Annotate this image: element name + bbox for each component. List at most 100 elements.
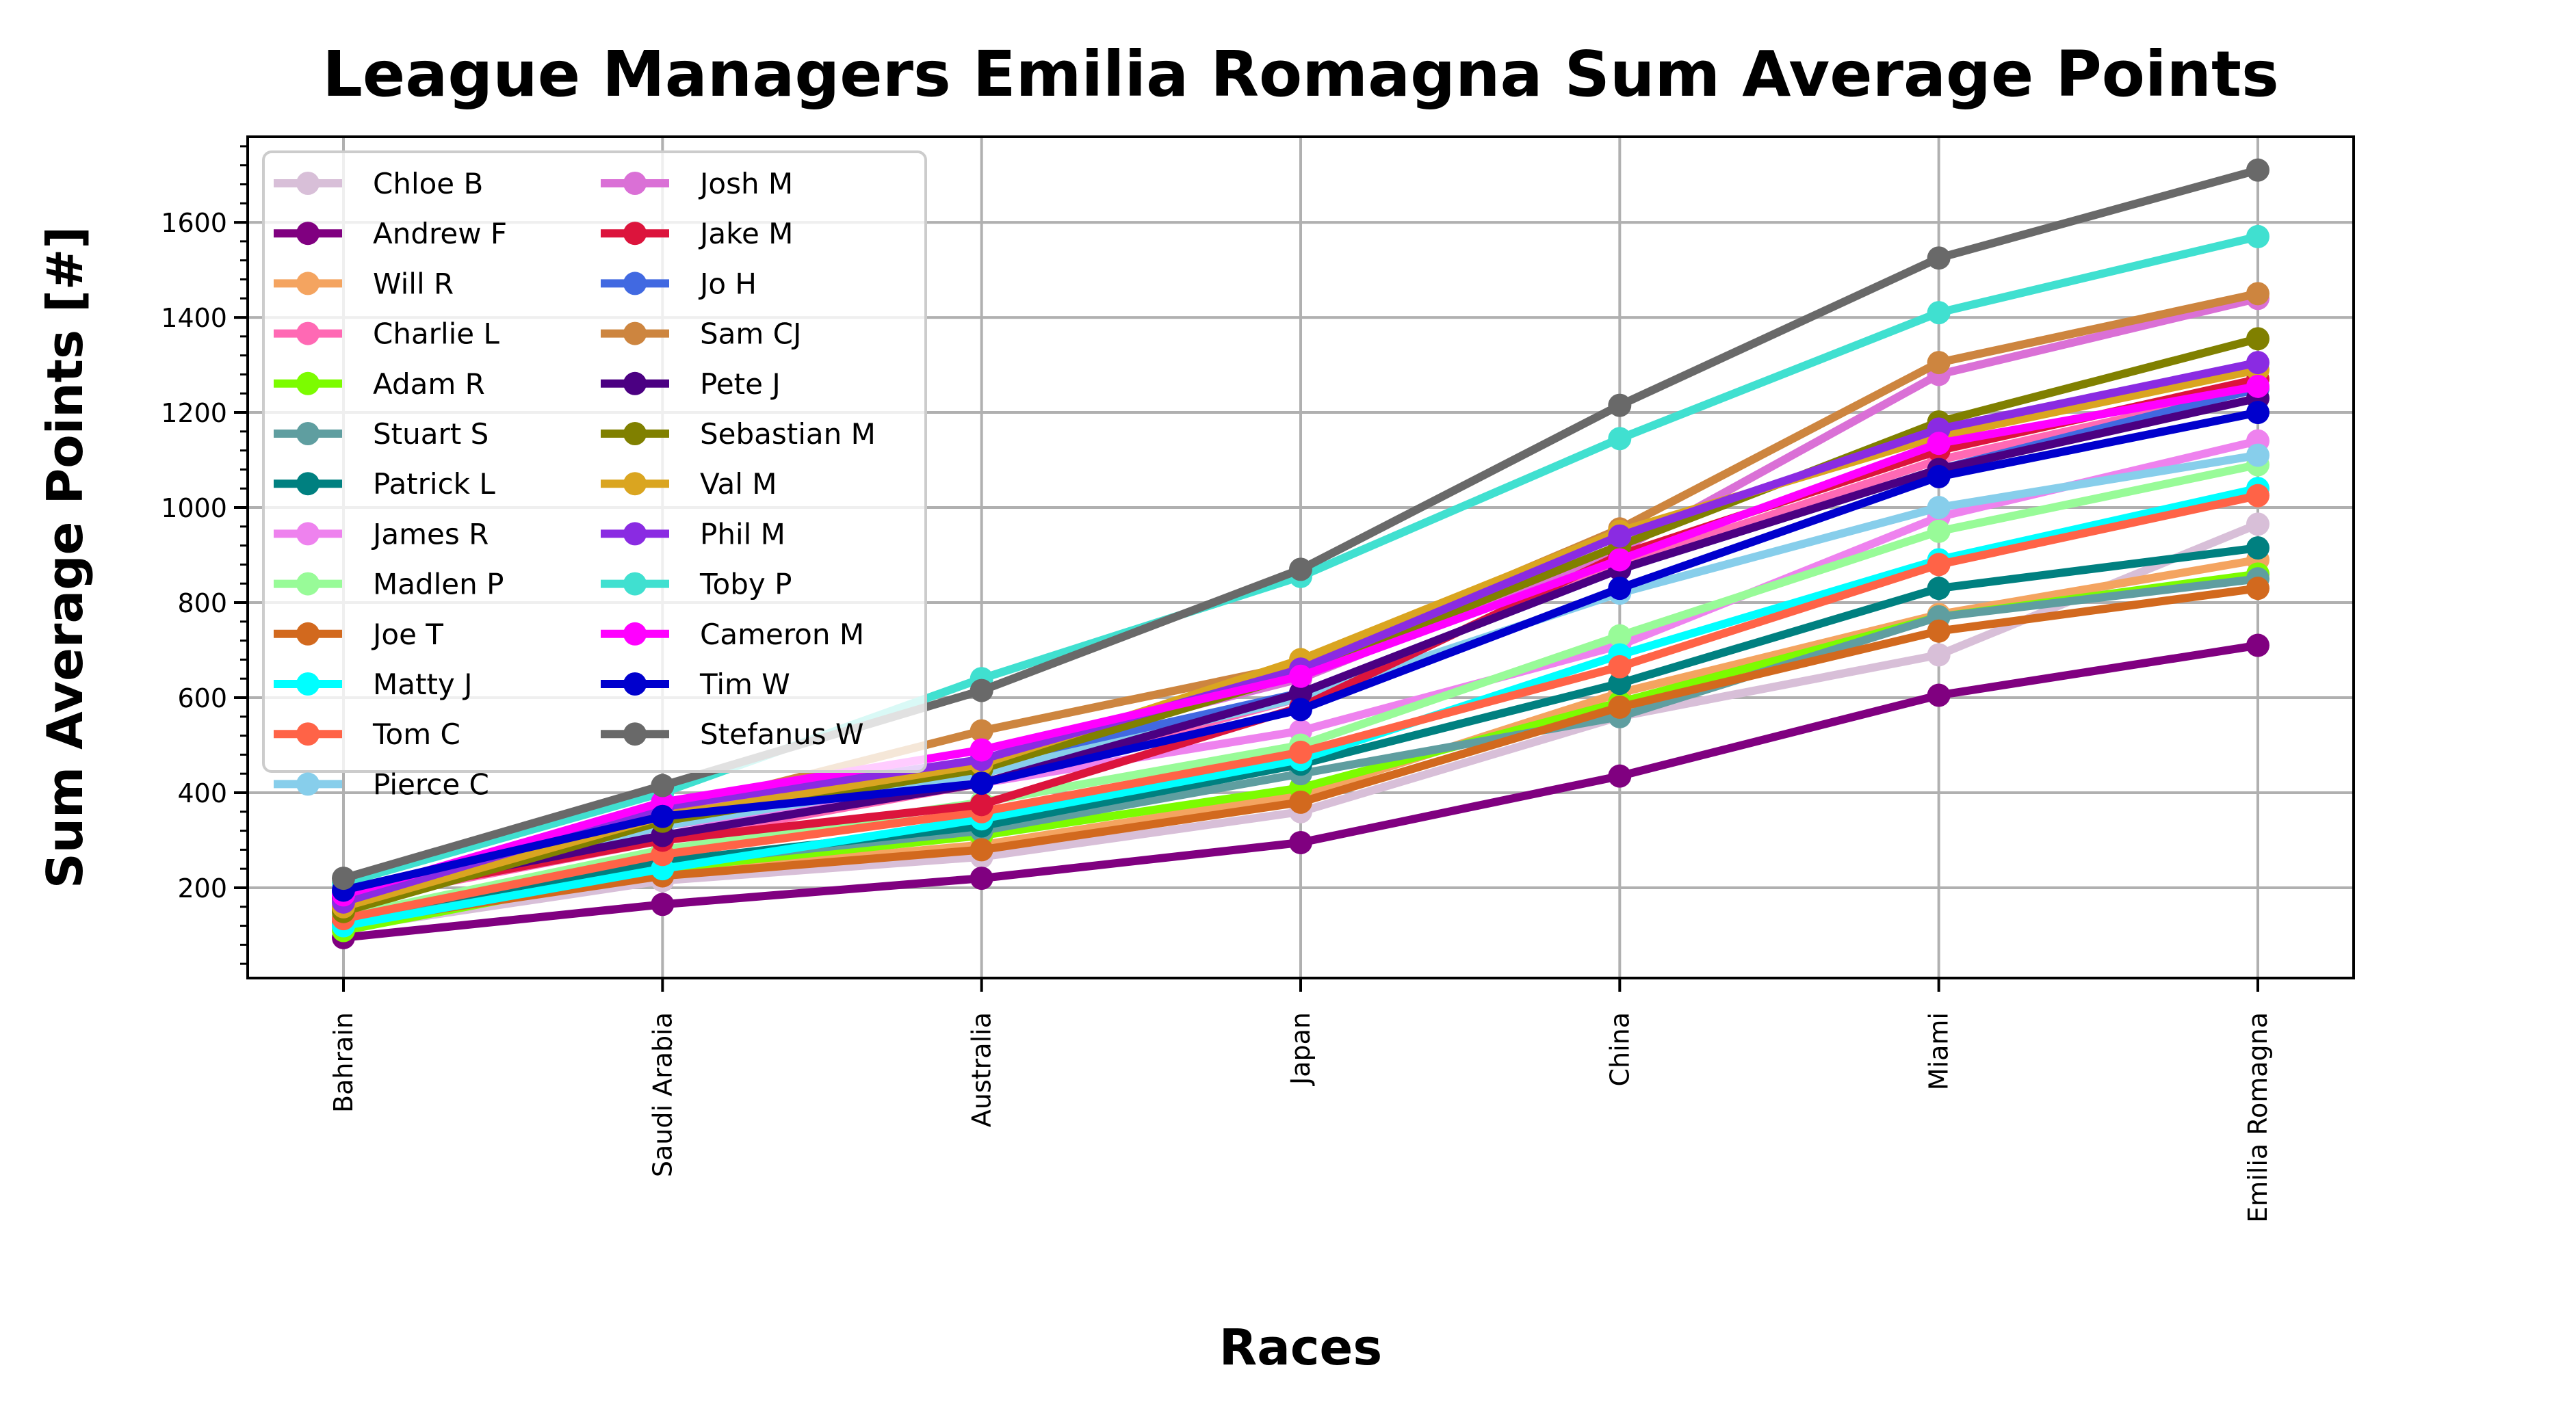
legend-label: Josh M [698,167,793,200]
legend-label: James R [371,517,489,551]
legend-label: Cameron M [700,618,864,651]
legend-label: Stuart S [373,417,489,451]
legend-marker [296,272,320,295]
legend-marker [296,772,320,796]
y-axis-label: Sum Average Points [#] [36,226,94,888]
legend-item: Will R [274,267,454,300]
legend-item: Pete J [601,367,781,401]
data-point [2246,282,2269,306]
legend-marker [623,572,647,596]
data-point [1608,695,1632,719]
legend-label: Adam R [373,367,485,401]
legend-item: Jake M [601,217,793,250]
legend-item: Adam R [274,367,485,401]
y-tick-label: 1200 [161,398,227,428]
data-point [1608,393,1632,417]
data-point [970,867,993,891]
data-point [970,838,993,862]
legend-marker [623,321,647,345]
legend-marker [296,422,320,445]
data-point [332,867,355,891]
legend-marker [296,321,320,345]
legend-item: Josh M [601,167,793,200]
data-point [1289,790,1312,814]
legend-item: Cameron M [601,618,864,651]
data-point [2246,327,2269,351]
legend-marker [623,722,647,746]
data-point [1927,683,1951,707]
data-point [2246,443,2269,467]
data-point [1927,643,1951,667]
data-point [970,678,993,702]
legend-label: Will R [373,267,454,300]
data-point [1608,764,1632,788]
y-tick-label: 1400 [161,303,227,333]
series-stefanus-w [332,158,2269,891]
legend-label: Joe T [371,618,443,651]
legend-item: Chloe B [274,167,483,200]
legend-marker [296,622,320,646]
data-point [651,893,675,917]
legend-marker [296,371,320,395]
legend-item: Matty J [274,668,473,701]
legend: Chloe B Andrew F Will R Charlie L Adam R Stua… [262,150,927,801]
legend-marker [296,572,320,596]
series-cameron-m [332,374,2269,907]
data-point [1289,681,1312,705]
legend-marker [296,222,320,246]
legend-box [262,150,927,773]
legend-marker [623,672,647,696]
data-point [1927,351,1951,375]
data-point [1608,655,1632,678]
legend-item: Charlie L [274,317,499,351]
series-lines [332,158,2269,949]
data-point [1927,464,1951,488]
series-tim-w [332,401,2269,902]
x-tick-label: Japan [1286,1012,1316,1086]
legend-label: Stefanus W [700,717,864,751]
legend-item: Sam CJ [601,317,801,351]
data-point [651,774,675,797]
legend-label: Sebastian M [700,417,876,451]
data-point [1608,672,1632,696]
data-point [1289,740,1312,764]
legend-item: Val M [601,467,777,501]
legend-marker [623,622,647,646]
data-point [970,772,993,795]
legend-label: Jo H [698,267,757,300]
legend-marker [623,222,647,246]
legend-label: Pierce C [373,767,489,801]
legend-label: Madlen P [373,568,504,601]
legend-marker [623,422,647,445]
legend-marker [296,472,320,496]
data-point [2246,536,2269,560]
legend-label: Patrick L [373,467,495,501]
legend-marker [623,472,647,496]
data-point [2246,224,2269,248]
data-point [2246,633,2269,657]
legend-item: Patrick L [274,467,495,501]
data-point [970,738,993,762]
legend-marker [296,672,320,696]
x-tick-label: Australia [967,1012,997,1127]
legend-label: Andrew F [373,217,507,250]
legend-marker [296,172,320,195]
data-point [1927,519,1951,543]
legend-label: Phil M [700,517,785,551]
series-andrew-f [332,633,2269,949]
data-point [1289,557,1312,581]
data-point [1608,624,1632,648]
y-tick-label: 1000 [161,493,227,523]
data-point [1927,553,1951,577]
legend-item: Tim W [601,668,790,701]
legend-item: Pierce C [274,767,489,801]
data-point [1608,524,1632,548]
legend-label: Chloe B [373,167,483,200]
data-point [2246,351,2269,375]
legend-label: Toby P [699,568,792,601]
legend-item: Stefanus W [601,717,864,751]
legend-marker [296,522,320,546]
data-point [1608,427,1632,451]
data-point [1927,619,1951,643]
legend-item: Stuart S [274,417,489,451]
